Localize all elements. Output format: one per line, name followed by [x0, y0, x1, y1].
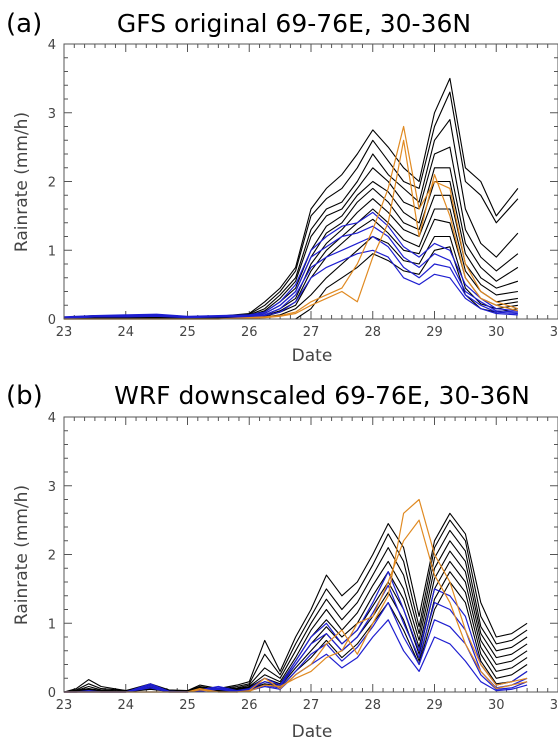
series-line-b-blue — [64, 584, 528, 693]
x-tick-label: 29 — [426, 325, 443, 340]
panel-a-frame — [63, 43, 558, 320]
panel-b-frame — [63, 416, 558, 693]
series-line-b-orange — [64, 498, 528, 693]
x-tick-label: 30 — [488, 698, 505, 713]
series-line-b-black — [63, 571, 528, 693]
series-line-b-blue — [64, 601, 528, 693]
series-line-a-black — [63, 180, 519, 319]
series-line-a-black — [64, 235, 518, 319]
x-tick-label: 28 — [364, 698, 381, 713]
x-tick-label: 25 — [179, 698, 196, 713]
series-line-a-blue — [63, 211, 518, 318]
panel-a: (a) GFS original 69-76E, 30-36N 23 24 25 26… — [6, 9, 558, 366]
y-tick-label: 3 — [48, 107, 56, 122]
y-tick-label: 4 — [48, 411, 56, 426]
series-line-a-black — [63, 77, 519, 319]
series-line-a-blue — [63, 249, 518, 319]
x-tick-label: 26 — [241, 698, 258, 713]
x-tick-label: 24 — [117, 698, 134, 713]
y-tick-label: 1 — [48, 244, 56, 259]
x-tick-label: 27 — [303, 698, 320, 713]
y-tick-label: 0 — [48, 686, 56, 701]
y-tick-label: 2 — [48, 549, 56, 564]
panel-a-xlabel: Date — [292, 346, 333, 366]
series-line-b-black — [63, 560, 528, 693]
x-tick-label: 25 — [179, 325, 196, 340]
x-tick-label: 26 — [241, 325, 258, 340]
series-line-b-blue — [64, 619, 528, 693]
series-line-a-black — [63, 91, 519, 319]
x-tick-label: 27 — [303, 325, 320, 340]
series-line-b-black — [63, 540, 528, 693]
panel-a-ticks: 23242526272829303101234 — [48, 38, 558, 340]
series-line-a-black — [63, 218, 518, 319]
x-tick-label: 29 — [426, 698, 443, 713]
x-tick-label: 23 — [56, 325, 73, 340]
x-tick-label: 31 — [550, 325, 558, 340]
panel-b-xlabel: Date — [292, 722, 333, 742]
panel-b-tag: (b) — [6, 381, 43, 411]
series-line-a-blue — [63, 235, 518, 319]
panel-b-ylabel: Rainrate (mm/h) — [12, 485, 32, 625]
y-tick-label: 0 — [48, 313, 56, 328]
y-tick-label: 2 — [48, 176, 56, 191]
panel-b-ticks: 23242526272829303101234 — [48, 411, 558, 713]
series-line-b-blue — [64, 571, 528, 693]
panel-b-title: WRF downscaled 69-76E, 30-36N — [114, 381, 530, 410]
panel-a-ylabel: Rainrate (mm/h) — [12, 112, 32, 252]
series-line-b-black — [64, 581, 528, 693]
panel-a-title: GFS original 69-76E, 30-36N — [117, 9, 471, 38]
x-tick-label: 28 — [364, 325, 381, 340]
panel-a-tag: (a) — [6, 9, 42, 39]
x-tick-label: 24 — [117, 325, 134, 340]
y-tick-label: 1 — [48, 617, 56, 632]
y-tick-label: 3 — [48, 480, 56, 495]
x-tick-label: 23 — [56, 698, 73, 713]
panel-b-series — [63, 498, 528, 693]
panel-b: (b) WRF downscaled 69-76E, 30-36N 23 24 25… — [6, 381, 558, 742]
x-tick-label: 31 — [550, 698, 558, 713]
x-tick-label: 30 — [488, 325, 505, 340]
y-tick-label: 4 — [48, 38, 56, 53]
panel-a-series — [63, 77, 519, 320]
